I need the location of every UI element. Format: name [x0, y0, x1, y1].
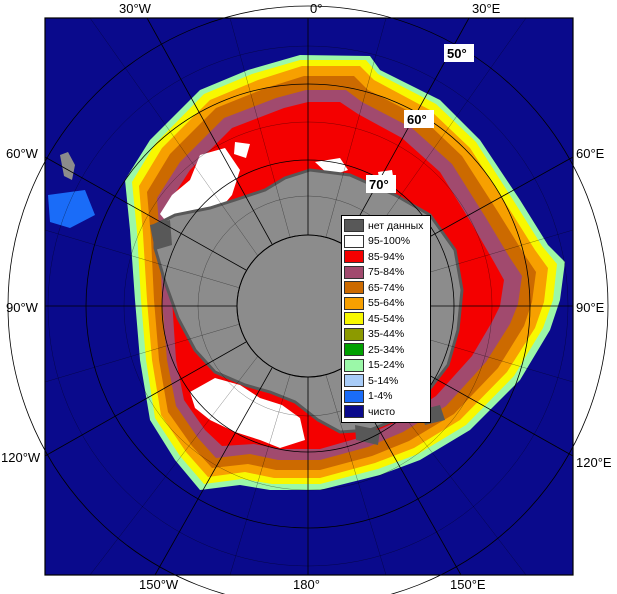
- legend-swatch: [344, 250, 364, 264]
- legend-label: 85-94%: [368, 250, 405, 263]
- lon-label-30w: 30°W: [119, 1, 152, 16]
- legend-swatch: [344, 358, 364, 372]
- map-frame: [44, 17, 574, 576]
- legend-swatch: [344, 219, 364, 233]
- legend-item: 5-14%: [344, 373, 430, 389]
- legend-item: 75-84%: [344, 265, 430, 281]
- concentration-legend: нет данных 95-100% 85-94% 75-84% 65-74% 55-64…: [341, 215, 431, 423]
- legend-swatch: [344, 312, 364, 326]
- legend-item: нет данных: [344, 218, 430, 234]
- legend-swatch: [344, 265, 364, 279]
- legend-label: 55-64%: [368, 297, 405, 310]
- legend-label: 65-74%: [368, 281, 405, 294]
- ice-patch-95-small1: [315, 158, 348, 176]
- legend-item: 85-94%: [344, 249, 430, 265]
- lon-label-30e: 30°E: [472, 1, 501, 16]
- lon-label-120e: 120°E: [576, 455, 612, 470]
- legend-swatch: [344, 281, 364, 295]
- legend-swatch: [344, 327, 364, 341]
- legend-label: нет данных: [368, 219, 424, 232]
- legend-label: 1-4%: [368, 390, 393, 403]
- legend-label: 35-44%: [368, 328, 405, 341]
- legend-swatch: [344, 234, 364, 248]
- ice-patch-95-ross: [190, 378, 305, 448]
- legend-swatch: [344, 405, 364, 419]
- lon-label-60w: 60°W: [6, 146, 39, 161]
- legend-swatch: [344, 389, 364, 403]
- legend-item: 95-100%: [344, 234, 430, 250]
- lon-label-120w: 120°W: [1, 450, 41, 465]
- legend-item: 1-4%: [344, 389, 430, 405]
- legend-item: 25-34%: [344, 342, 430, 358]
- lat50-bg: [444, 44, 474, 62]
- legend-label: 75-84%: [368, 266, 405, 279]
- lon-label-180: 180°: [293, 577, 320, 592]
- lat-label-60: 60°: [407, 112, 427, 127]
- legend-item: 45-54%: [344, 311, 430, 327]
- south-america-land: [60, 152, 75, 180]
- lon-label-150w: 150°W: [139, 577, 179, 592]
- lat60-bg: [404, 110, 434, 128]
- lon-label-90e: 90°E: [576, 300, 605, 315]
- lon-label-150e: 150°E: [450, 577, 486, 592]
- lat70-bg: [366, 175, 396, 193]
- lon-label-0: 0°: [310, 1, 322, 16]
- legend-swatch: [344, 296, 364, 310]
- south-america-patch: [48, 190, 95, 228]
- legend-label: 15-24%: [368, 359, 405, 372]
- lon-label-90w: 90°W: [6, 300, 39, 315]
- legend-item: 15-24%: [344, 358, 430, 374]
- legend-label: чисто: [368, 405, 396, 418]
- legend-label: 95-100%: [368, 235, 411, 248]
- legend-item: 55-64%: [344, 296, 430, 312]
- lat-label-70: 70°: [369, 177, 389, 192]
- legend-swatch: [344, 343, 364, 357]
- legend-item: 65-74%: [344, 280, 430, 296]
- no-data-patch-3: [355, 425, 380, 445]
- legend-item: чисто: [344, 404, 430, 420]
- lat-label-50: 50°: [447, 46, 467, 61]
- lon-label-60e: 60°E: [576, 146, 605, 161]
- legend-swatch: [344, 374, 364, 388]
- no-data-patch-1: [150, 220, 172, 250]
- legend-item: 35-44%: [344, 327, 430, 343]
- ice-patch-95-small2: [234, 142, 250, 158]
- legend-label: 5-14%: [368, 374, 399, 387]
- legend-label: 45-54%: [368, 312, 405, 325]
- legend-label: 25-34%: [368, 343, 405, 356]
